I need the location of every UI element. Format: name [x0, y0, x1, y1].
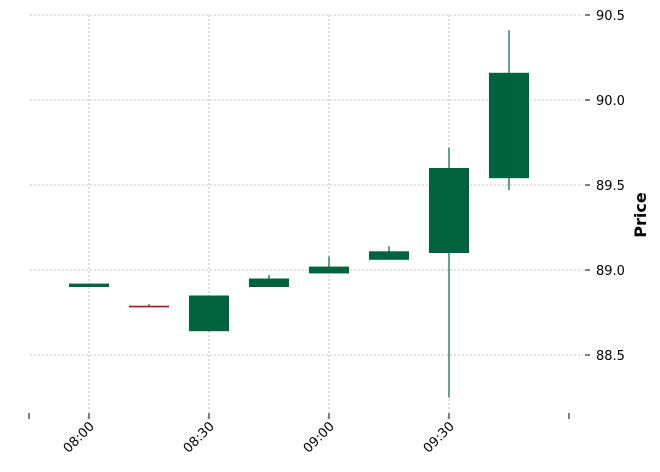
candle-body [429, 168, 469, 253]
candle [249, 275, 289, 287]
candle-body [489, 72, 529, 179]
y-axis: 88.5 89.0 89.5 90.0 90.5 [585, 9, 625, 364]
candle-body [69, 283, 109, 287]
candle-body [249, 278, 289, 287]
candle-body [309, 266, 349, 274]
candle [489, 30, 529, 191]
y-tick-label: 89.0 [596, 264, 625, 279]
x-tick-label: 09:00 [301, 419, 338, 456]
y-tick-label: 88.5 [596, 349, 625, 364]
candle-body [369, 251, 409, 260]
x-tick-label: 08:30 [181, 419, 218, 456]
x-tick-label: 08:00 [61, 419, 98, 456]
x-axis: 08:00 08:30 09:00 09:30 [28, 413, 570, 456]
candles [69, 30, 529, 398]
candle [129, 304, 169, 308]
y-tick-label: 90.0 [596, 94, 625, 109]
y-tick-label: 90.5 [596, 9, 625, 24]
candle-body [129, 305, 169, 308]
candle [69, 283, 109, 287]
candle-body [189, 295, 229, 332]
x-tick-label: 09:30 [421, 419, 458, 456]
y-tick-label: 89.5 [596, 179, 625, 194]
candle [369, 246, 409, 260]
candle [189, 295, 229, 332]
y-axis-title: Price [631, 192, 650, 238]
candle [429, 147, 469, 398]
candle [309, 256, 349, 274]
